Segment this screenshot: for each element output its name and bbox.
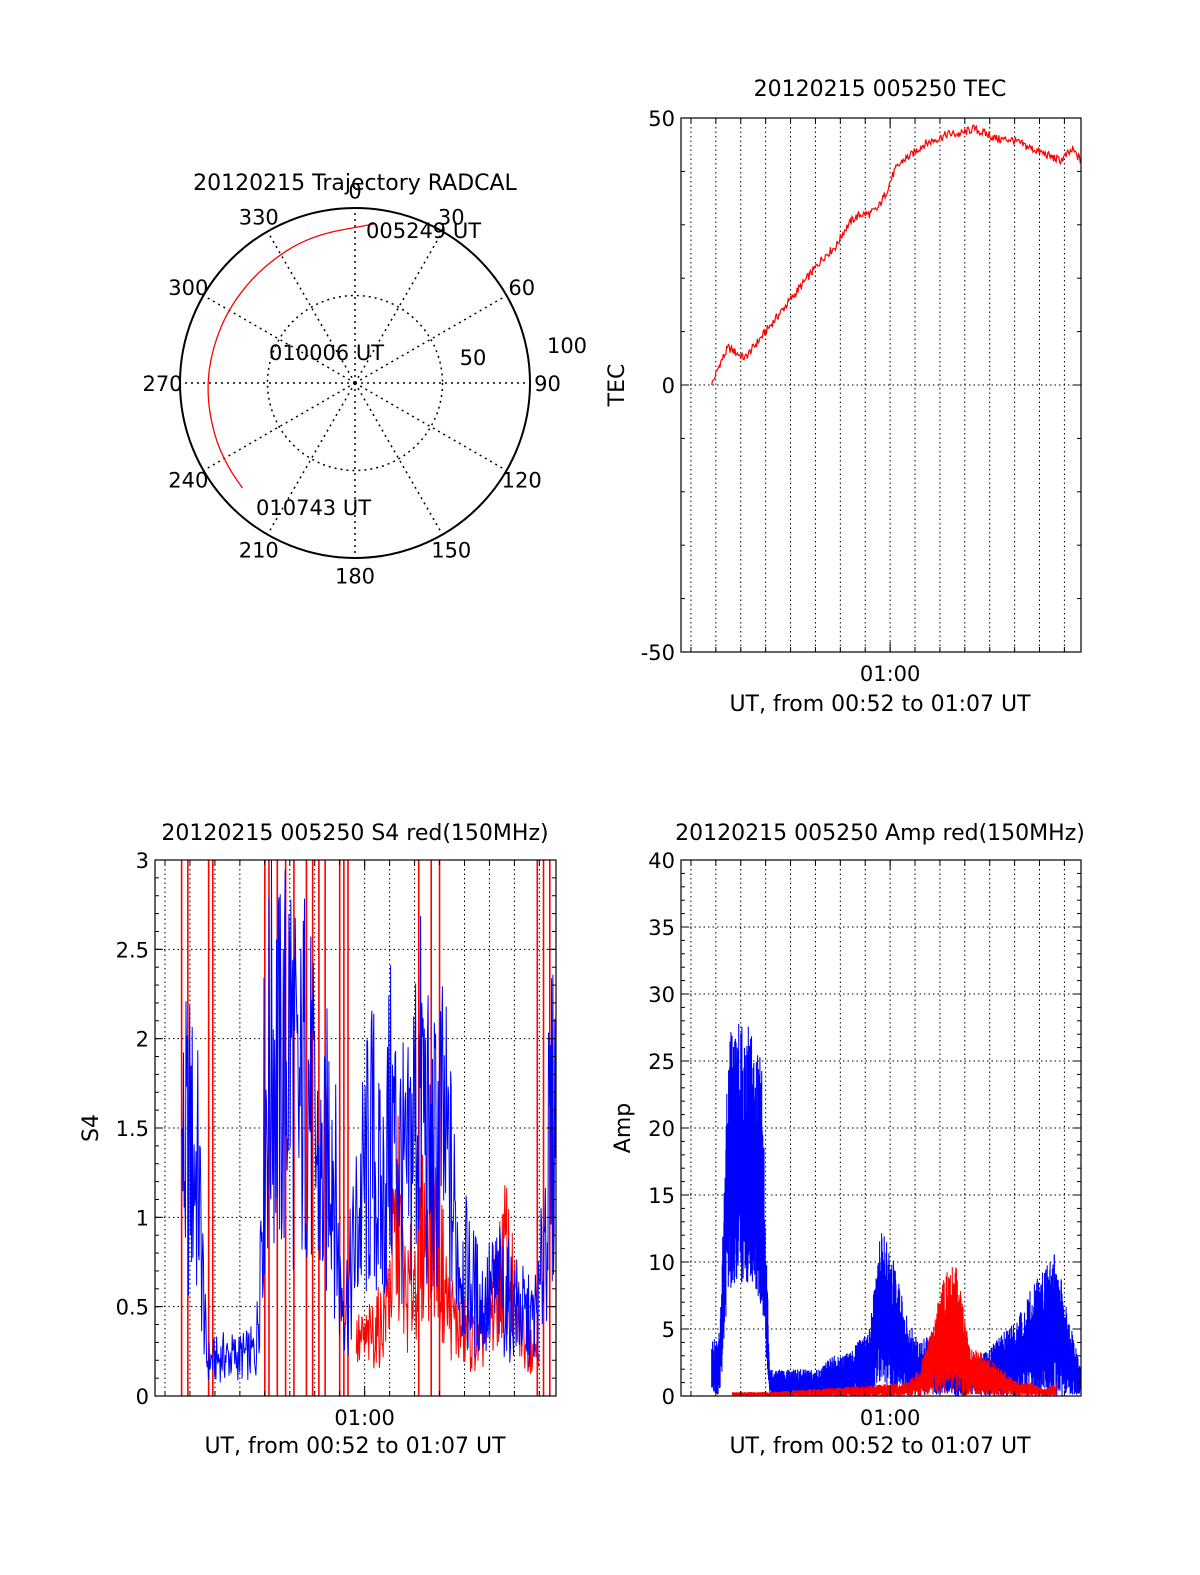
polar-azimuth-label: 180 (335, 565, 375, 589)
polar-grid (180, 208, 530, 558)
amp-title: 20120215 005250 Amp red(150MHz) (675, 821, 1085, 846)
amp-xtick-label: 01:00 (860, 1406, 921, 1430)
s4-ytick-label: 1.5 (116, 1117, 149, 1141)
polar-spoke-60 (354, 294, 507, 384)
s4-blue-series-line (181, 859, 557, 1383)
polar-ring-label: 50 (460, 346, 487, 370)
amp-ytick-label: 25 (648, 1050, 675, 1074)
tec-axes: -50 0 50 01:00 (641, 107, 1081, 686)
polar-outer-ring (179, 207, 531, 559)
amp-ylabel: Amp (611, 1103, 636, 1153)
amp-blue-series-band (711, 1023, 1082, 1396)
tec-ylabel: TEC (605, 364, 630, 408)
tec-xtick-label: 01:00 (860, 662, 921, 686)
tec-series-line (711, 124, 1082, 386)
tec-ytick-label: 0 (662, 374, 675, 398)
polar-azimuth-label: 330 (239, 205, 279, 229)
s4-chart: 20120215 005250 S4 red(150MHz) 0 0.5 1 1.5 2… (79, 821, 557, 1459)
s4-ytick-label: 2 (136, 1028, 149, 1052)
polar-ring-label: 100 (547, 334, 587, 358)
polar-spoke-300 (203, 294, 356, 384)
amp-ytick-label: 5 (662, 1318, 675, 1342)
s4-axes: 0 0.5 1 1.5 2 2.5 3 01:00 (116, 849, 556, 1430)
tec-grid (681, 118, 1081, 652)
amp-xlabel: UT, from 00:52 to 01:07 UT (729, 1434, 1031, 1459)
polar-azimuth-label: 150 (431, 539, 471, 563)
polar-azimuth-label: 240 (168, 468, 208, 492)
trajectory-time-label: 010743 UT (256, 496, 371, 520)
polar-spoke-30 (354, 231, 444, 384)
s4-grid (155, 860, 556, 1396)
polar-azimuth-label: 120 (502, 468, 542, 492)
amp-ytick-label: 0 (662, 1385, 675, 1409)
amp-ytick-label: 10 (648, 1251, 675, 1275)
polar-title: 20120215 Trajectory RADCAL (193, 171, 517, 196)
s4-ytick-label: 0.5 (116, 1296, 149, 1320)
polar-azimuth-label: 210 (239, 539, 279, 563)
polar-spoke-330 (266, 231, 356, 384)
trajectory-time-labels: 005249 UT 010006 UT 010743 UT (256, 219, 481, 520)
polar-azimuth-label: 60 (508, 276, 535, 300)
s4-ytick-label: 0 (136, 1385, 149, 1409)
polar-azimuth-label: 300 (168, 276, 208, 300)
s4-xtick-label: 01:00 (334, 1406, 395, 1430)
trajectory-time-label: 005249 UT (366, 219, 481, 243)
amp-ytick-label: 40 (648, 849, 675, 873)
amp-chart: 20120215 005250 Amp red(150MHz) 0 5 10 15 20… (611, 821, 1085, 1459)
amp-axes: 0 5 10 15 20 25 30 35 40 01:00 (648, 849, 1081, 1430)
polar-azimuth-label: 0 (348, 180, 361, 204)
s4-ylabel: S4 (79, 1114, 104, 1142)
polar-trajectory-chart: 20120215 Trajectory RADCAL 0 30 60 90 120 150… (142, 171, 587, 589)
tec-title: 20120215 005250 TEC (754, 77, 1007, 102)
polar-spoke-120 (354, 382, 507, 472)
amp-ytick-label: 30 (648, 983, 675, 1007)
amp-ytick-label: 20 (648, 1117, 675, 1141)
tec-ytick-label: -50 (641, 641, 675, 665)
s4-red-series-line (355, 1081, 540, 1375)
polar-azimuth-label: 30 (438, 205, 465, 229)
s4-ytick-label: 2.5 (116, 938, 149, 962)
s4-title: 20120215 005250 S4 red(150MHz) (161, 821, 548, 846)
polar-azimuth-label: 270 (142, 372, 182, 396)
polar-ring-50 (266, 294, 444, 472)
s4-ytick-label: 3 (136, 849, 149, 873)
s4-red-spikes (180, 860, 551, 1396)
polar-azimuth-label: 90 (534, 372, 561, 396)
polar-ring-labels: 50 100 (460, 334, 587, 370)
amp-ytick-label: 15 (648, 1184, 675, 1208)
s4-xlabel: UT, from 00:52 to 01:07 UT (204, 1434, 506, 1459)
polar-spoke-210 (266, 382, 356, 535)
amp-ytick-label: 35 (648, 916, 675, 940)
polar-spoke-240 (203, 382, 356, 472)
tec-xlabel: UT, from 00:52 to 01:07 UT (729, 692, 1031, 717)
s4-ytick-label: 1 (136, 1206, 149, 1230)
tec-chart: 20120215 005250 TEC -50 0 50 01:00 UT, from… (605, 77, 1082, 717)
polar-azimuth-labels: 0 30 60 90 120 150 180 210 240 270 300 330 (142, 180, 560, 589)
tec-ytick-label: 50 (648, 107, 675, 131)
trajectory-time-label: 010006 UT (269, 341, 384, 365)
trajectory-line (207, 223, 375, 489)
amp-series-bands (711, 1023, 1082, 1396)
polar-spoke-150 (354, 382, 444, 535)
